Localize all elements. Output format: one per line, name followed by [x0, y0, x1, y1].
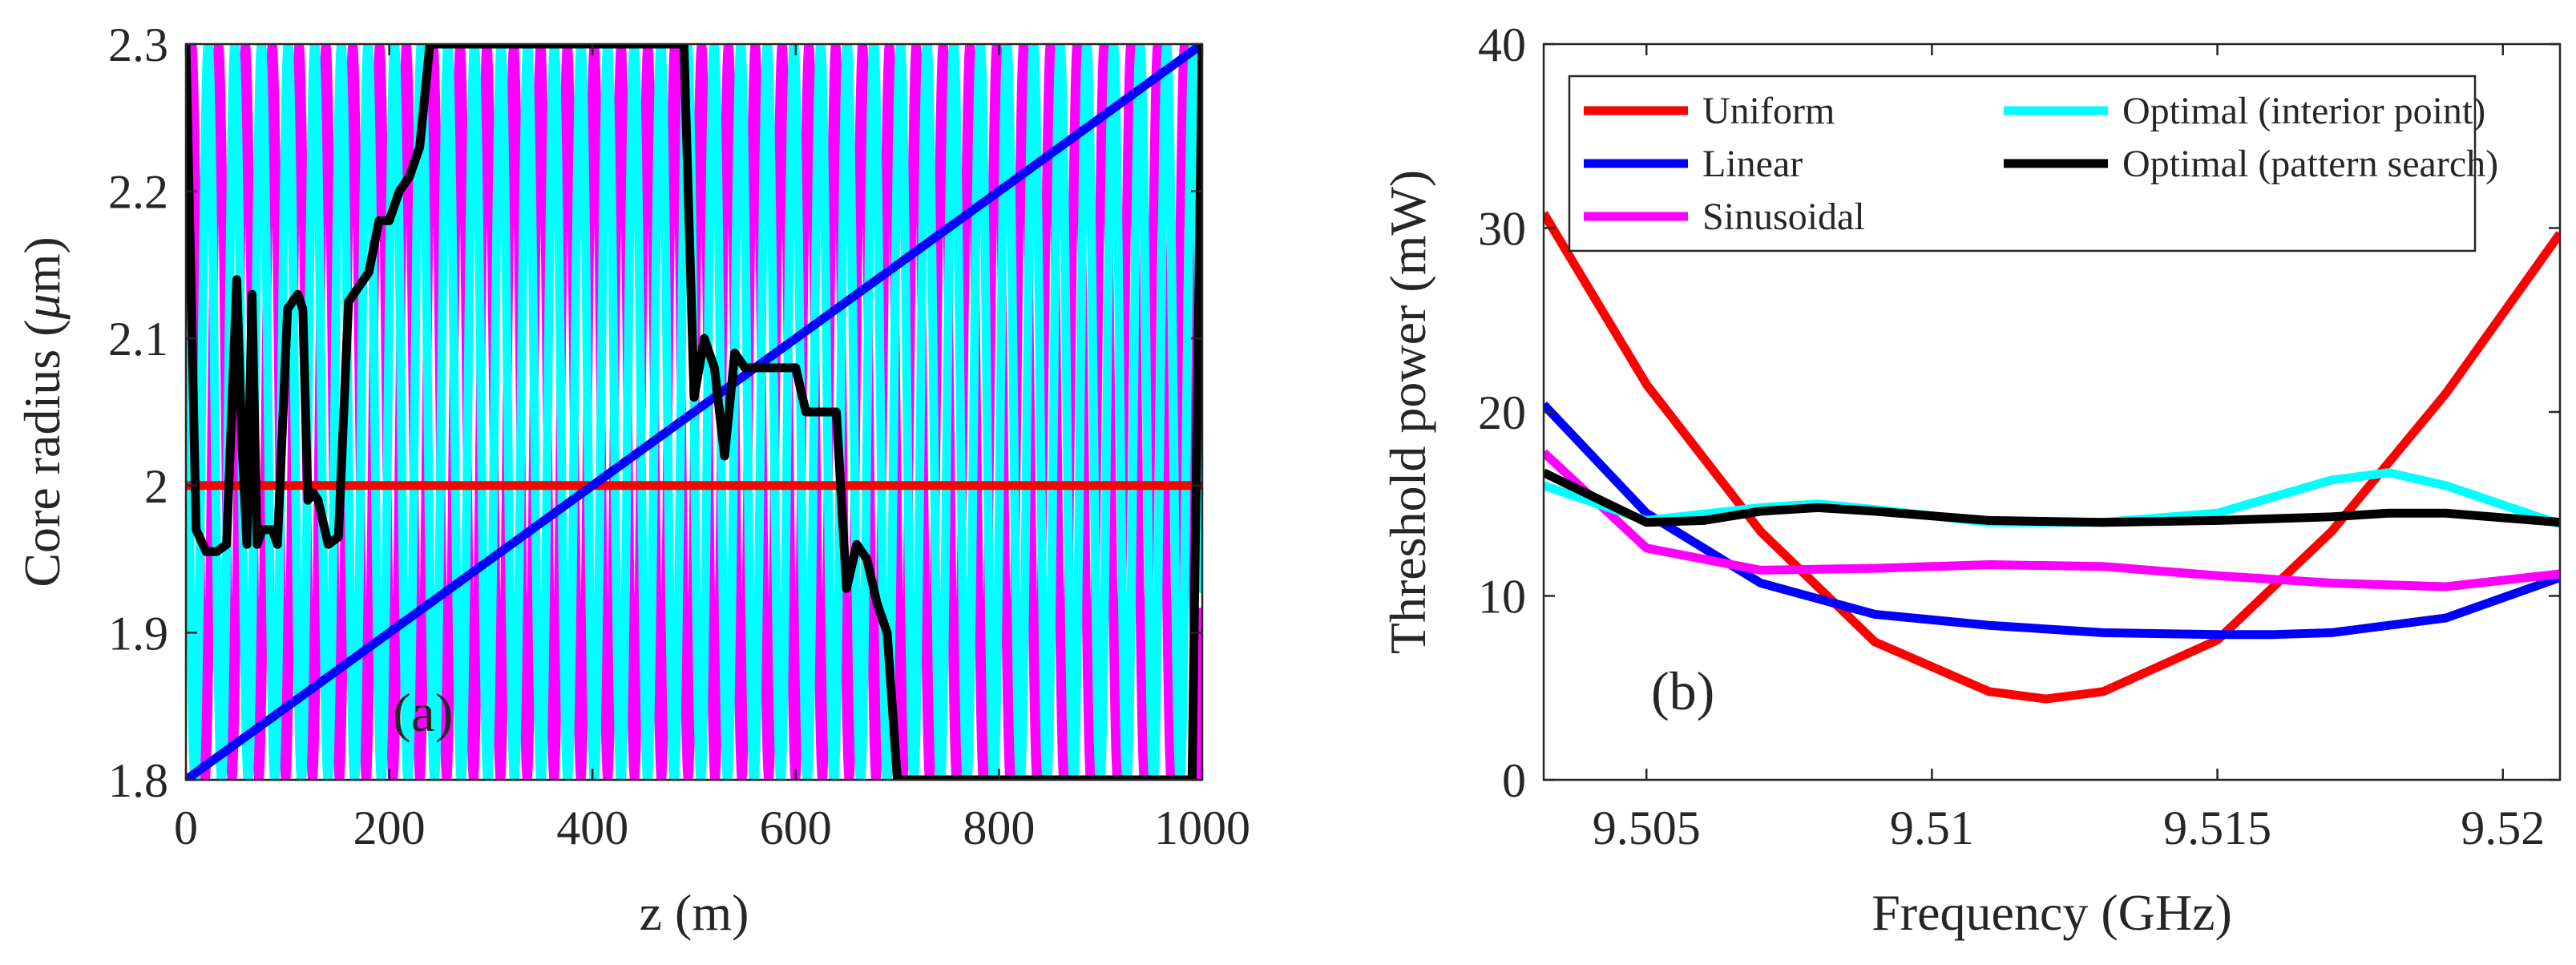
panel-b-ylabel: Threshold power (mW): [1379, 170, 1436, 654]
panel-a-axes-box: [184, 42, 1204, 781]
legend-label-uniform: Uniform: [1702, 90, 1835, 132]
panel-b-legend: Uniform Optimal (interior point) Linear …: [1568, 75, 2498, 252]
y-tick-label: 10: [1478, 571, 1526, 624]
panel-b-label: (b): [1651, 660, 1714, 721]
panel-b-ticks: 9.505 9.51 9.515 9.52 0 10 20 30 40: [1478, 18, 2560, 854]
panel-a: 0 200 400 600 800 1000 1.8 1.9 2 2.1 2.2 2.3 (a) z …: [14, 18, 1250, 941]
y-tick-label: 2: [144, 460, 168, 513]
y-tick-label: 2.2: [108, 166, 168, 219]
panel-a-xlabel: z (m): [640, 884, 749, 941]
legend-label-optimal-interior-point: Optimal (interior point): [2122, 90, 2485, 132]
panel-a-series: [186, 44, 1202, 780]
legend-label-linear: Linear: [1702, 143, 1803, 185]
series-line-linear: [186, 44, 1202, 780]
series-line-uniform: [1544, 211, 2560, 704]
legend-label-sinusoidal: Sinusoidal: [1702, 196, 1865, 238]
x-tick-label: 9.515: [2163, 801, 2271, 854]
y-tick-label: 1.8: [108, 754, 168, 807]
y-tick-label: 20: [1478, 386, 1526, 439]
x-tick-label: 400: [556, 801, 628, 854]
y-tick-label: 2.3: [108, 18, 168, 71]
legend-label-optimal-pattern-search: Optimal (pattern search): [2122, 143, 2498, 185]
panel-b-series: [1544, 211, 2560, 704]
y-tick-label: 2.1: [108, 313, 168, 365]
panel-a-ylabel-unit: m): [14, 236, 71, 293]
x-tick-label: 0: [174, 801, 198, 854]
series-line-optimal-pattern-search: [186, 44, 1202, 780]
x-tick-label: 9.505: [1593, 801, 1701, 854]
y-tick-label: 1.9: [108, 607, 168, 660]
y-tick-label: 0: [1502, 754, 1526, 807]
series-line-optimal-pattern-search: [1544, 468, 2560, 527]
x-tick-label: 800: [963, 801, 1035, 854]
panel-a-ylabel: Core radius (μm): [14, 236, 71, 587]
panel-a-label: (a): [393, 682, 453, 743]
y-tick-label: 30: [1478, 203, 1526, 256]
x-tick-label: 200: [353, 801, 426, 854]
series-line-sinusoidal: [1544, 449, 2560, 592]
panel-a-ylabel-text: Core radius (: [14, 320, 71, 587]
x-tick-label: 9.51: [1890, 801, 1974, 854]
x-tick-label: 9.52: [2461, 801, 2545, 854]
y-tick-label: 40: [1478, 18, 1526, 71]
panel-a-ylabel-mu: μ: [14, 293, 71, 320]
panel-b: 9.505 9.51 9.515 9.52 0 10 20 30 40 (b) Frequenc…: [1379, 18, 2562, 941]
x-tick-label: 1000: [1154, 801, 1250, 854]
x-tick-label: 600: [760, 801, 832, 854]
panel-a-ticks: 0 200 400 600 800 1000 1.8 1.9 2 2.1 2.2 2.3: [108, 18, 1250, 854]
panel-b-xlabel: Frequency (GHz): [1871, 884, 2232, 941]
